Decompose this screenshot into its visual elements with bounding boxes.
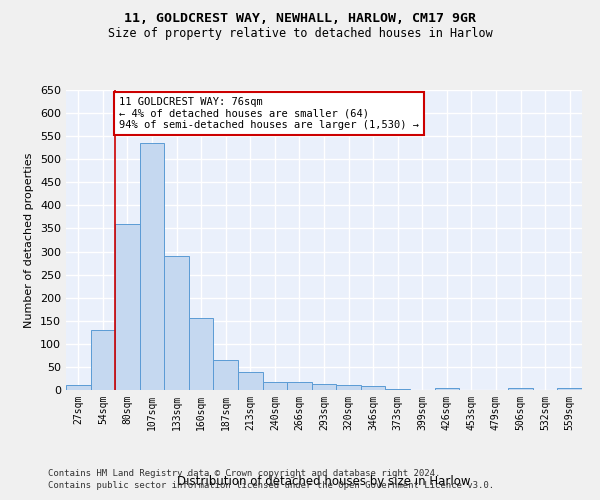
Bar xyxy=(189,318,214,390)
Bar xyxy=(164,256,189,390)
Bar xyxy=(91,330,115,390)
Bar xyxy=(238,372,263,390)
Bar xyxy=(385,389,410,390)
Bar xyxy=(312,384,336,390)
Bar xyxy=(287,382,312,390)
Text: Size of property relative to detached houses in Harlow: Size of property relative to detached ho… xyxy=(107,28,493,40)
Bar xyxy=(434,388,459,390)
Bar xyxy=(115,224,140,390)
Bar xyxy=(336,386,361,390)
Text: 11 GOLDCREST WAY: 76sqm
← 4% of detached houses are smaller (64)
94% of semi-det: 11 GOLDCREST WAY: 76sqm ← 4% of detached… xyxy=(119,97,419,130)
Text: 11, GOLDCREST WAY, NEWHALL, HARLOW, CM17 9GR: 11, GOLDCREST WAY, NEWHALL, HARLOW, CM17… xyxy=(124,12,476,26)
Bar xyxy=(140,143,164,390)
Bar xyxy=(508,388,533,390)
Text: Contains HM Land Registry data © Crown copyright and database right 2024.: Contains HM Land Registry data © Crown c… xyxy=(48,468,440,477)
Bar xyxy=(361,386,385,390)
X-axis label: Distribution of detached houses by size in Harlow: Distribution of detached houses by size … xyxy=(177,474,471,488)
Text: Contains public sector information licensed under the Open Government Licence v3: Contains public sector information licen… xyxy=(48,481,494,490)
Bar xyxy=(214,360,238,390)
Bar xyxy=(263,382,287,390)
Y-axis label: Number of detached properties: Number of detached properties xyxy=(25,152,34,328)
Bar xyxy=(557,388,582,390)
Bar xyxy=(66,386,91,390)
